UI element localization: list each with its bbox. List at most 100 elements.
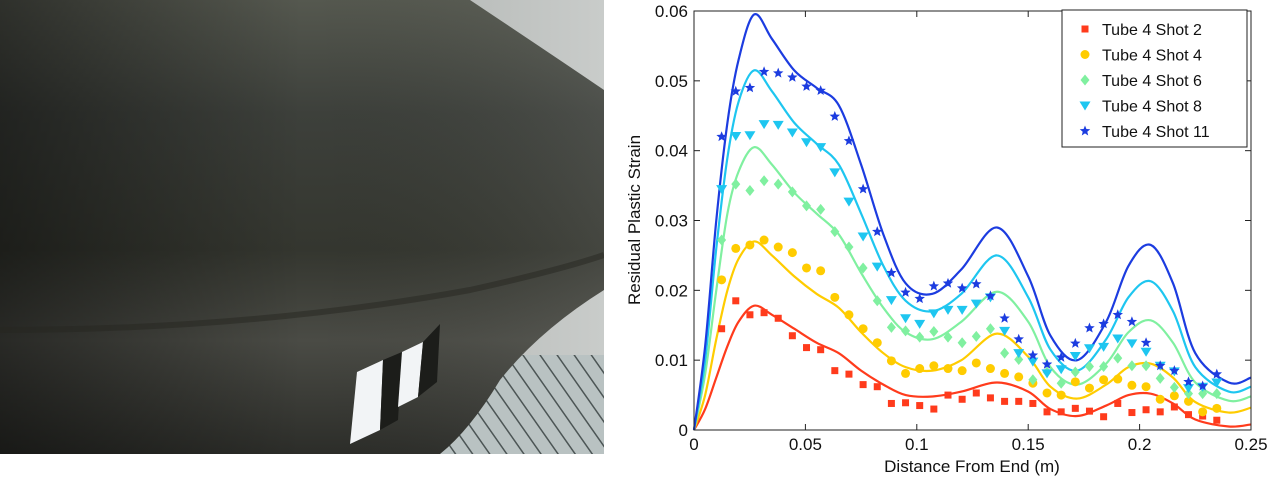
y-axis-ticks: 0 0.01 0.02 0.03 0.04 0.05 0.06 (655, 2, 1251, 440)
data-point-square (803, 344, 811, 352)
y-axis-label: Residual Plastic Strain (625, 135, 644, 305)
data-point-circle (1212, 403, 1222, 413)
data-markers (716, 66, 1223, 424)
data-point-square (916, 402, 924, 410)
data-point-square (930, 405, 938, 413)
data-point-diamond (1099, 360, 1109, 372)
data-point-star (744, 82, 756, 93)
data-point-circle (929, 361, 939, 371)
x-tick-label: 0.2 (1128, 435, 1152, 454)
data-point-square (1001, 397, 1009, 405)
data-point-square (1213, 416, 1221, 424)
data-point-star (801, 80, 812, 91)
data-point-star (1211, 368, 1223, 379)
fit-curve-series-3 (692, 69, 1252, 431)
data-point-triangle-down (1183, 384, 1195, 394)
data-point-triangle-down (1140, 347, 1152, 357)
data-point-diamond (1184, 388, 1194, 400)
data-point-triangle-down (801, 138, 813, 148)
x-tick-label: 0.05 (789, 435, 822, 454)
data-point-square (845, 370, 853, 378)
y-tick-label: 0.04 (655, 142, 688, 161)
data-point-diamond (802, 200, 812, 212)
fit-curve-series-2 (692, 146, 1252, 431)
data-point-triangle-down (885, 296, 897, 306)
fit-curve-series-0 (693, 304, 1252, 431)
data-point-triangle-down (1112, 334, 1124, 344)
data-point-triangle-down (914, 319, 926, 329)
data-point-circle (830, 292, 840, 302)
legend-marker-star (1079, 125, 1091, 136)
data-point-diamond (1014, 353, 1024, 365)
data-point-diamond (717, 234, 727, 246)
data-point-square (760, 309, 768, 317)
fit-curve-series-4 (692, 13, 1252, 431)
data-point-circle (915, 364, 925, 374)
data-point-square (1156, 408, 1164, 416)
data-point-triangle-down (900, 314, 912, 324)
data-point-triangle-down (815, 143, 827, 153)
data-point-diamond (1028, 374, 1038, 386)
data-point-triangle-down (857, 232, 869, 242)
data-point-circle (1084, 383, 1094, 393)
data-point-circle (1198, 407, 1208, 417)
data-point-circle (816, 266, 826, 276)
data-point-star (971, 278, 982, 289)
data-point-diamond (957, 337, 967, 349)
data-point-triangle-down (928, 309, 940, 319)
data-point-circle (1155, 394, 1165, 404)
x-tick-label: 0.25 (1234, 435, 1267, 454)
data-point-square (732, 297, 740, 305)
data-point-circle (844, 310, 854, 320)
data-point-square (944, 391, 952, 399)
data-point-square (1170, 403, 1178, 411)
data-point-square (873, 383, 881, 391)
y-tick-label: 0.05 (655, 72, 688, 91)
data-point-star (886, 267, 897, 278)
data-point-square (1071, 404, 1079, 412)
data-point-star (730, 85, 742, 96)
data-point-square (1085, 407, 1093, 415)
data-point-triangle-down (1027, 357, 1039, 367)
data-point-star (716, 131, 727, 142)
data-point-circle (901, 368, 911, 378)
data-point-circle (971, 358, 981, 368)
data-point-circle (717, 275, 727, 285)
data-point-triangle-down (829, 168, 841, 178)
data-point-star (1055, 351, 1067, 362)
legend-entry: Tube 4 Shot 6 (1102, 73, 1202, 90)
data-point-square (958, 395, 966, 403)
data-point-star (1154, 360, 1166, 371)
data-point-star (942, 277, 954, 288)
data-point-diamond (872, 295, 882, 307)
data-point-circle (745, 240, 755, 250)
data-point-star (956, 282, 968, 293)
data-point-circle (1042, 388, 1052, 398)
data-point-diamond (858, 262, 868, 274)
data-point-star (829, 110, 841, 121)
data-point-star (1013, 333, 1024, 344)
data-point-circle (858, 324, 868, 334)
data-point-diamond (943, 331, 953, 343)
data-point-triangle-down (1013, 349, 1025, 359)
data-point-circle (1184, 396, 1194, 406)
data-point-square (788, 332, 796, 340)
data-point-triangle-down (942, 305, 954, 315)
data-point-square (972, 389, 980, 397)
data-point-triangle-down (758, 120, 770, 130)
data-point-circle (773, 242, 783, 252)
data-point-diamond (731, 178, 741, 190)
data-point-star (999, 312, 1010, 323)
data-point-circle (872, 338, 882, 348)
data-point-star (1169, 365, 1180, 376)
data-point-diamond (971, 330, 981, 342)
data-point-circle (1070, 377, 1080, 387)
legend-marker-square (1081, 25, 1089, 33)
data-point-star (815, 85, 826, 96)
data-point-circle (1099, 375, 1109, 385)
data-point-star (1027, 349, 1039, 360)
data-point-square (831, 367, 839, 375)
legend-entry: Tube 4 Shot 2 (1102, 22, 1202, 39)
data-point-triangle-down (772, 120, 784, 130)
data-point-square (1057, 408, 1065, 416)
